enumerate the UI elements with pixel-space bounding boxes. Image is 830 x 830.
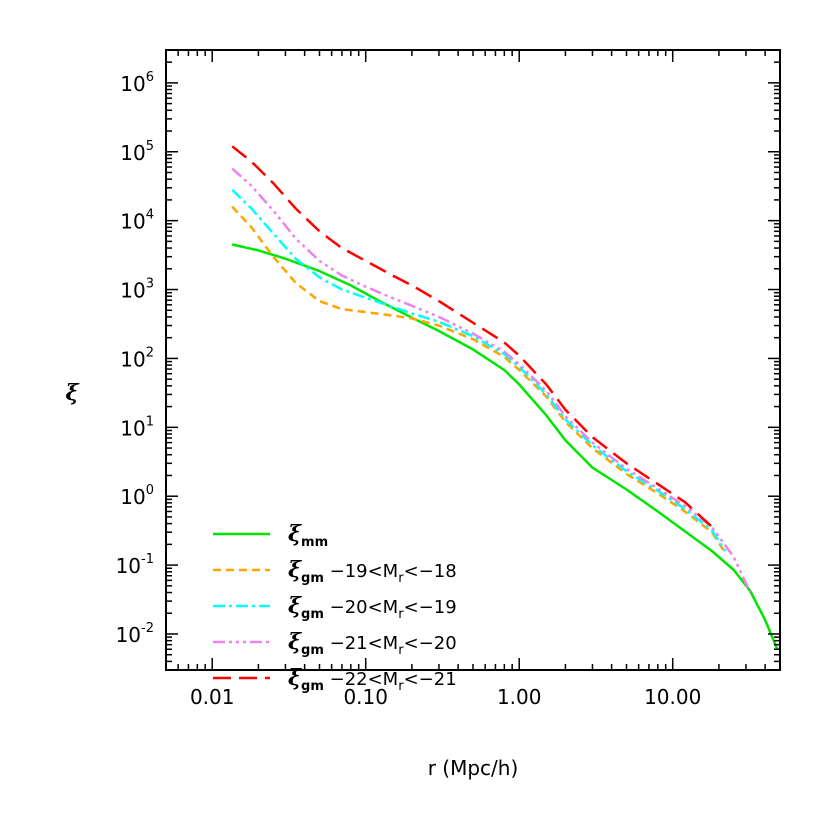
y-tick-label: 10-1	[116, 552, 154, 578]
y-tick-label: 103	[120, 277, 154, 303]
x-tick-label: 1.00	[497, 685, 542, 709]
series-line-4	[231, 145, 713, 528]
legend-label-3: ξgm −21<Mr<−20	[288, 629, 457, 658]
series-line-3	[231, 167, 752, 594]
legend-label-0: ξmm	[288, 521, 328, 550]
y-tick-label: 10-2	[116, 621, 154, 647]
y-tick-label: 100	[120, 483, 154, 509]
x-tick-labels: 0.01 0.10 1.00 10.00	[190, 685, 701, 709]
x-tick-label: 0.10	[343, 685, 388, 709]
series-line-2	[231, 188, 727, 552]
legend: ξmm ξgm −19<Mr<−18 ξgm −20<Mr<−19 ξgm −21<M…	[213, 521, 457, 694]
legend-label-4: ξgm −22<Mr<−21	[288, 665, 457, 694]
series-line-1	[231, 205, 727, 554]
y-tick-labels: 10-2 10-1 100 101 102 103 104 105 106	[116, 70, 154, 647]
y-tick-label: 102	[120, 345, 154, 371]
x-axis-label: r (Mpc/h)	[428, 756, 519, 780]
y-axis-label: ξ	[65, 380, 79, 406]
y-tick-label: 106	[120, 70, 154, 96]
x-tick-label: 0.01	[190, 685, 235, 709]
legend-label-1: ξgm −19<Mr<−18	[288, 557, 457, 586]
series-line-0	[231, 243, 779, 650]
series-lines	[231, 145, 779, 650]
x-tick-label: 10.00	[644, 685, 701, 709]
y-tick-label: 101	[120, 414, 154, 440]
y-tick-label: 105	[120, 139, 154, 165]
y-tick-label: 104	[120, 208, 154, 234]
legend-label-2: ξgm −20<Mr<−19	[288, 593, 457, 622]
axis-ticks	[165, 49, 781, 671]
